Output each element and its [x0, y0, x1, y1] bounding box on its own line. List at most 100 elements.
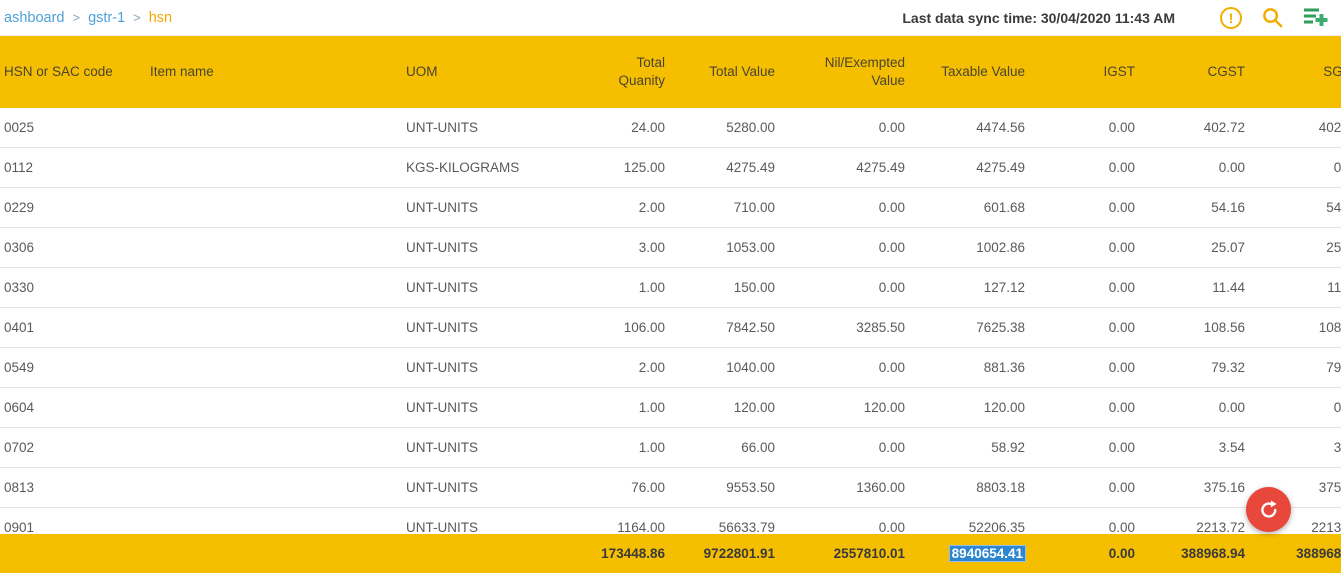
cell-sgst: 108.56 — [1318, 320, 1341, 335]
cell-total-quantity: 125.00 — [623, 160, 665, 175]
topbar-actions: Last data sync time: 30/04/2020 11:43 AM… — [902, 6, 1329, 29]
cell-hsn-code: 0112 — [4, 160, 34, 175]
refresh-icon — [1258, 499, 1280, 521]
alert-circle-icon[interactable]: ! — [1220, 6, 1242, 29]
cell-nil-exempted-value: 4275.49 — [856, 160, 905, 175]
table-body: 0025 UNT-UNITS 24.00 5280.00 0.00 4474.5… — [0, 108, 1341, 534]
cell-hsn-code: 0604 — [4, 400, 35, 415]
cell-igst: 0.00 — [1108, 160, 1135, 175]
cell-igst: 0.00 — [1108, 120, 1135, 135]
cell-hsn-code: 0901 — [4, 520, 35, 534]
cell-nil-exempted-value: 0.00 — [878, 120, 905, 135]
add-list-icon[interactable] — [1303, 7, 1329, 28]
cell-sgst: 79.32 — [1326, 360, 1341, 375]
cell-taxable-value: 120.00 — [983, 400, 1025, 415]
cell-taxable-value: 881.36 — [983, 360, 1025, 375]
cell-cgst: 375.16 — [1203, 480, 1245, 495]
table-row[interactable]: 0702 UNT-UNITS 1.00 66.00 0.00 58.92 0.0… — [0, 428, 1341, 468]
cell-total-value: 710.00 — [733, 200, 775, 215]
cell-uom: KGS-KILOGRAMS — [406, 160, 520, 175]
cell-sgst: 2213.72 — [1311, 520, 1341, 534]
cell-igst: 0.00 — [1108, 400, 1135, 415]
nil-exempted-value-sum: 2557810.01 — [833, 546, 905, 561]
cell-total-value: 120.00 — [733, 400, 775, 415]
cell-cgst: 3.54 — [1218, 440, 1245, 455]
breadcrumb: ashboard > gstr-1 > hsn — [4, 10, 172, 26]
cell-nil-exempted-value: 0.00 — [878, 520, 905, 534]
breadcrumb-separator: > — [133, 10, 141, 25]
cell-total-quantity: 76.00 — [631, 480, 665, 495]
cell-cgst: 54.16 — [1211, 200, 1245, 215]
cell-total-quantity: 1.00 — [638, 440, 665, 455]
last-sync-time-label: Last data sync time: 30/04/2020 11:43 AM — [902, 9, 1175, 26]
table-row[interactable]: 0813 UNT-UNITS 76.00 9553.50 1360.00 880… — [0, 468, 1341, 508]
table-row[interactable]: 0549 UNT-UNITS 2.00 1040.00 0.00 881.36 … — [0, 348, 1341, 388]
cell-uom: UNT-UNITS — [406, 280, 478, 295]
cell-igst: 0.00 — [1108, 440, 1135, 455]
table-row[interactable]: 0604 UNT-UNITS 1.00 120.00 120.00 120.00… — [0, 388, 1341, 428]
table-row[interactable]: 0330 UNT-UNITS 1.00 150.00 0.00 127.12 0… — [0, 268, 1341, 308]
cell-nil-exempted-value: 0.00 — [878, 200, 905, 215]
cell-nil-exempted-value: 0.00 — [878, 280, 905, 295]
cell-total-value: 9553.50 — [726, 480, 775, 495]
table-row[interactable]: 0025 UNT-UNITS 24.00 5280.00 0.00 4474.5… — [0, 108, 1341, 148]
cell-uom: UNT-UNITS — [406, 480, 478, 495]
cell-nil-exempted-value: 0.00 — [878, 360, 905, 375]
cell-uom: UNT-UNITS — [406, 360, 478, 375]
cell-nil-exempted-value: 0.00 — [878, 240, 905, 255]
cell-uom: UNT-UNITS — [406, 120, 478, 135]
cell-nil-exempted-value: 1360.00 — [856, 480, 905, 495]
cell-cgst: 0.00 — [1218, 400, 1245, 415]
cell-sgst: 375.16 — [1318, 480, 1341, 495]
cell-total-value: 5280.00 — [726, 120, 775, 135]
table-row[interactable]: 0401 UNT-UNITS 106.00 7842.50 3285.50 76… — [0, 308, 1341, 348]
cell-cgst: 25.07 — [1211, 240, 1245, 255]
cell-total-quantity: 1164.00 — [617, 520, 665, 534]
cell-sgst: 0.00 — [1333, 400, 1341, 415]
sgst-sum: 388968.94 — [1296, 546, 1341, 561]
col-header-cgst: CGST — [1207, 64, 1245, 79]
table-row[interactable]: 0229 UNT-UNITS 2.00 710.00 0.00 601.68 0… — [0, 188, 1341, 228]
cell-sgst: 54.16 — [1326, 200, 1341, 215]
hsn-table: HSN or SAC code Item name UOM Total Quan… — [0, 36, 1341, 573]
cell-total-quantity: 3.00 — [638, 240, 665, 255]
breadcrumb-dashboard[interactable]: ashboard — [4, 9, 65, 26]
col-header-sgst: SGST — [1323, 64, 1341, 79]
table-row[interactable]: 0112 KGS-KILOGRAMS 125.00 4275.49 4275.4… — [0, 148, 1341, 188]
cell-hsn-code: 0306 — [4, 240, 35, 255]
col-header-nil-exempted: Nil/Exempted Value — [824, 55, 905, 88]
search-icon[interactable] — [1261, 6, 1284, 29]
cell-igst: 0.00 — [1108, 520, 1135, 534]
breadcrumb-gstr1[interactable]: gstr-1 — [88, 9, 126, 26]
cell-sgst: 3.54 — [1333, 440, 1341, 455]
cell-total-quantity: 106.00 — [623, 320, 665, 335]
cell-igst: 0.00 — [1108, 320, 1135, 335]
cell-uom: UNT-UNITS — [406, 200, 478, 215]
cell-taxable-value: 7625.38 — [976, 320, 1025, 335]
cell-total-value: 56633.79 — [718, 520, 775, 534]
cell-cgst: 0.00 — [1218, 160, 1245, 175]
cell-uom: UNT-UNITS — [406, 520, 478, 534]
cell-nil-exempted-value: 3285.50 — [856, 320, 905, 335]
col-header-item-name: Item name — [150, 64, 214, 79]
table-row[interactable]: 0901 UNT-UNITS 1164.00 56633.79 0.00 522… — [0, 508, 1341, 534]
table-row[interactable]: 0306 UNT-UNITS 3.00 1053.00 0.00 1002.86… — [0, 228, 1341, 268]
igst-sum: 0.00 — [1108, 546, 1135, 561]
cell-uom: UNT-UNITS — [406, 400, 478, 415]
cell-total-value: 7842.50 — [726, 320, 775, 335]
cell-total-value: 4275.49 — [726, 160, 775, 175]
cell-nil-exempted-value: 0.00 — [878, 440, 905, 455]
col-header-taxable-value: Taxable Value — [941, 64, 1025, 79]
cell-uom: UNT-UNITS — [406, 440, 478, 455]
cell-total-value: 1053.00 — [726, 240, 775, 255]
total-quantity-sum: 173448.86 — [601, 546, 665, 561]
top-bar: ashboard > gstr-1 > hsn Last data sync t… — [0, 0, 1341, 36]
cell-taxable-value: 58.92 — [991, 440, 1025, 455]
col-header-uom: UOM — [406, 64, 438, 79]
cell-igst: 0.00 — [1108, 240, 1135, 255]
cell-hsn-code: 0813 — [4, 480, 35, 495]
cell-cgst: 2213.72 — [1196, 520, 1245, 534]
cell-igst: 0.00 — [1108, 280, 1135, 295]
cell-nil-exempted-value: 120.00 — [863, 400, 905, 415]
refresh-button[interactable] — [1246, 487, 1291, 532]
